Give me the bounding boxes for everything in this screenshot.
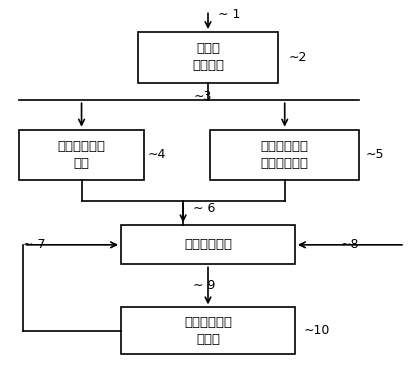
Bar xyxy=(20,130,144,180)
Bar xyxy=(138,32,278,83)
Text: ∼ 1: ∼ 1 xyxy=(218,8,241,21)
Text: ∼3: ∼3 xyxy=(193,90,212,103)
Text: ∼ 9: ∼ 9 xyxy=(193,279,216,292)
Text: 距离调制模块: 距离调制模块 xyxy=(184,238,232,251)
Text: 扬声器: 扬声器 xyxy=(196,42,220,55)
Bar xyxy=(121,225,295,264)
Bar xyxy=(121,307,295,354)
Bar xyxy=(210,130,359,180)
Text: 声像距离计算: 声像距离计算 xyxy=(57,140,106,153)
Text: ∼4: ∼4 xyxy=(148,149,166,162)
Text: 中心点处声学: 中心点处声学 xyxy=(261,140,309,153)
Text: 扬声器信号调: 扬声器信号调 xyxy=(184,316,232,328)
Text: ∼ 7: ∼ 7 xyxy=(23,238,46,251)
Text: ∼ 6: ∼ 6 xyxy=(193,202,216,215)
Text: 整模块: 整模块 xyxy=(196,333,220,346)
Text: ∼8: ∼8 xyxy=(341,238,359,251)
Text: ∼5: ∼5 xyxy=(366,149,384,162)
Text: 模块: 模块 xyxy=(74,157,89,170)
Text: ∼10: ∼10 xyxy=(303,324,330,337)
Text: 简化模块: 简化模块 xyxy=(192,60,224,73)
Text: ∼2: ∼2 xyxy=(289,51,307,64)
Text: 特征计算模块: 特征计算模块 xyxy=(261,157,309,170)
